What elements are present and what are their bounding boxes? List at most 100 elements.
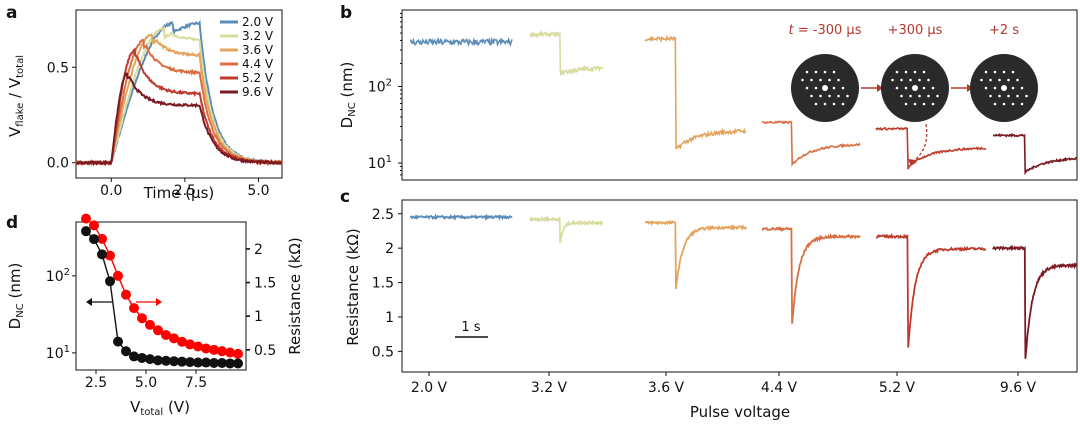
d-right-arrow-head	[156, 298, 162, 306]
d-dnc-point	[233, 358, 243, 369]
diffraction-spot	[931, 86, 935, 90]
panel-c: 0.5 1 1.5 2 2.5 2.0 V 3.2 V 3.6 V 4.4 V 5.2 V 9.6 …	[344, 199, 1078, 421]
d-right-ytick-label: 1	[254, 309, 263, 325]
inset-label-3: +2 s	[989, 23, 1019, 38]
d-dnc-point	[209, 357, 219, 368]
d-resistance-point	[137, 313, 147, 324]
panel-d-xlabel-sub: total	[140, 407, 163, 418]
d-xtick-label: 2.5	[85, 375, 107, 391]
panel-a-traces	[75, 19, 283, 167]
b-trace-segment	[644, 34, 747, 150]
diffraction-spot	[810, 94, 813, 98]
diffraction-spot	[837, 78, 840, 82]
d-resistance-point	[185, 339, 195, 350]
diffraction-spot	[819, 94, 822, 98]
diffraction-spot	[1011, 86, 1015, 90]
b-ytick-label: 102	[368, 78, 392, 96]
b-ytick-base: 10	[368, 156, 386, 172]
diffraction-spot	[828, 94, 831, 98]
diffraction-spot	[1016, 94, 1019, 98]
panel-a-ylabel: Vflake / Vtotal	[6, 55, 26, 137]
diffraction-spot	[909, 94, 912, 98]
diffraction-spot	[828, 78, 831, 82]
panel-a-xlabel: Time (µs)	[143, 184, 215, 202]
d-ytick-base: 10	[46, 346, 64, 362]
a-xtick-label: 2.5	[174, 183, 196, 199]
d-ytick-base: 10	[46, 269, 64, 285]
panel-b-ylabel-main: D	[338, 117, 356, 129]
a-ytick-label: 0.0	[47, 156, 69, 172]
diffraction-spot	[837, 94, 840, 98]
d-dnc-point	[185, 357, 195, 368]
diffraction-spot	[931, 102, 935, 106]
c-trace-segment	[409, 213, 513, 222]
d-dnc-point	[201, 357, 211, 368]
c-xtick-label: 9.6 V	[1000, 380, 1037, 396]
diffraction-spot	[1007, 78, 1010, 82]
diffraction-spot	[984, 86, 988, 90]
diffraction-spot	[904, 102, 908, 106]
diffraction-spot	[989, 94, 992, 98]
diffraction-spot	[801, 78, 804, 82]
diffraction-spot	[814, 86, 818, 90]
panel-label-c: c	[340, 187, 350, 207]
inset-label-1-rest: = -300 µs	[794, 23, 862, 38]
inset-pointer-head	[908, 159, 916, 166]
diffraction-spot	[810, 78, 813, 82]
panel-c-xlabel: Pulse voltage	[690, 403, 790, 421]
diffraction-spot	[1011, 102, 1015, 106]
diffraction-spot	[912, 85, 918, 91]
d-dnc-point	[137, 352, 147, 363]
d-resistance-point	[201, 343, 211, 354]
d-dnc-point	[105, 276, 115, 287]
diffraction-spot	[805, 86, 809, 90]
panel-b-traces	[410, 30, 1078, 176]
diffraction-spot	[922, 70, 926, 74]
diffraction-spot	[904, 70, 908, 74]
d-dnc-point	[217, 357, 227, 368]
diffraction-spot	[1020, 86, 1024, 90]
inset-pointer	[911, 123, 928, 163]
d-resistance-point	[233, 348, 243, 359]
panel-a: 0.0 2.5 5.0 0.0 0.5 2.0 V3.2 V3.6 V4.4 V5.2 …	[6, 9, 283, 202]
diffraction-spot	[913, 70, 917, 74]
diffraction-spot	[841, 86, 845, 90]
diffraction-spot	[989, 78, 992, 82]
b-trace-segment	[529, 30, 604, 77]
d-dnc-point	[81, 226, 91, 237]
c-xtick-label: 5.2 V	[879, 380, 916, 396]
a-legend-label: 2.0 V	[242, 15, 274, 29]
scale-bar-label: 1 s	[461, 320, 480, 335]
d-dnc-point	[145, 354, 155, 365]
c-xtick-label: 4.4 V	[761, 380, 798, 396]
d-resistance-point	[169, 333, 179, 344]
diffraction-spot	[1011, 70, 1015, 74]
panel-a-ylabel-sub2: total	[15, 55, 26, 78]
c-ytick-label: 1	[385, 310, 394, 326]
c-xtick-label: 3.2 V	[531, 380, 568, 396]
b-ytick-exp: 2	[386, 78, 392, 89]
diffraction-spot	[814, 70, 818, 74]
diffraction-spot	[1016, 78, 1019, 82]
diffraction-spot	[891, 78, 894, 82]
panel-d-frame	[75, 221, 247, 371]
diffraction-spot	[922, 86, 926, 90]
panel-c-ylabel: Resistance (kΩ)	[344, 228, 362, 345]
diffraction-spot	[823, 70, 827, 74]
d-resistance-point	[217, 346, 227, 357]
d-dnc-point	[161, 355, 171, 366]
a-legend-label: 5.2 V	[242, 71, 274, 85]
panel-d-left-ylabel: DNC (nm)	[6, 263, 26, 330]
inset-label-2: +300 µs	[888, 23, 943, 38]
a-trace-96	[75, 72, 283, 167]
panel-label-b: b	[340, 3, 352, 23]
diffraction-spot	[1002, 102, 1006, 106]
d-resistance-point	[193, 341, 203, 352]
diffraction-spot	[909, 78, 912, 82]
diffraction-spot	[913, 102, 917, 106]
d-right-ytick-label: 0.5	[254, 343, 276, 359]
b-trace-segment	[761, 120, 861, 168]
